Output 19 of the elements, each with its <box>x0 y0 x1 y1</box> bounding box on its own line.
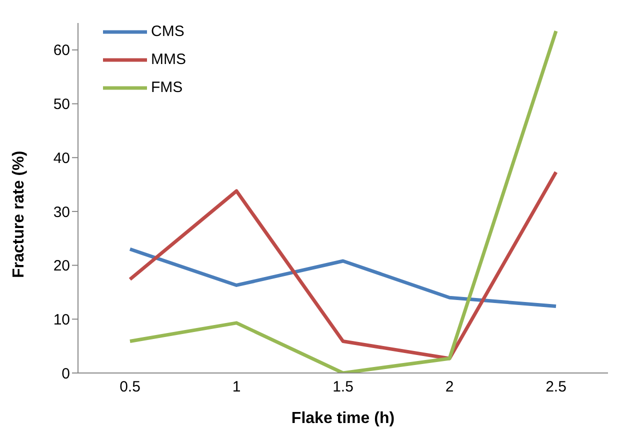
y-tick-label: 40 <box>53 150 70 167</box>
x-tick-label: 1.5 <box>332 378 354 396</box>
y-tick-label: 10 <box>53 311 70 328</box>
y-tick-label: 30 <box>53 204 70 221</box>
x-tick-label: 2 <box>445 378 454 396</box>
x-axis-title: Flake time (h) <box>291 410 395 427</box>
legend-label: MMS <box>151 50 186 70</box>
y-tick-label: 60 <box>53 42 70 60</box>
legend-label: CMS <box>151 22 184 42</box>
x-tick-label: 2.5 <box>546 378 566 396</box>
y-tick-label: 20 <box>53 258 70 275</box>
line-series <box>128 170 558 360</box>
x-tick-label: 0.5 <box>120 378 140 396</box>
line-series <box>128 247 558 308</box>
y-tick-label: 0 <box>62 365 70 382</box>
legend-label: FMS <box>151 78 183 98</box>
y-axis-title: Fracture rate (%) <box>10 150 28 278</box>
x-tick-label: 1 <box>232 378 241 396</box>
y-tick-label: 50 <box>53 96 70 114</box>
